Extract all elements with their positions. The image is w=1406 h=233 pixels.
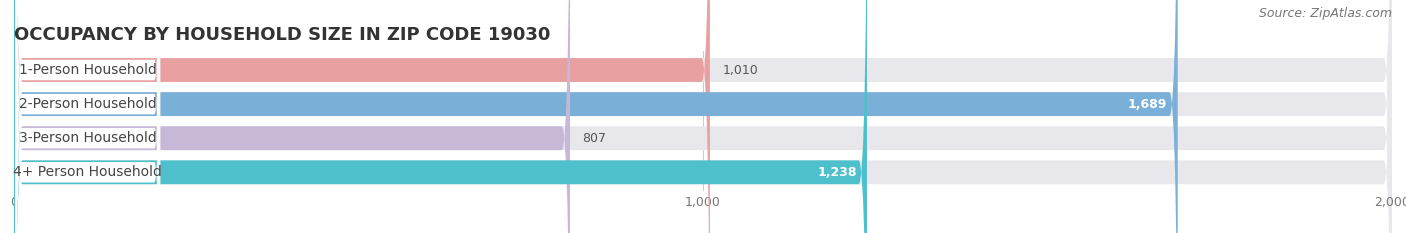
FancyBboxPatch shape — [14, 0, 569, 233]
Text: 2-Person Household: 2-Person Household — [18, 97, 156, 111]
FancyBboxPatch shape — [14, 0, 1392, 233]
FancyBboxPatch shape — [14, 0, 1392, 233]
Text: OCCUPANCY BY HOUSEHOLD SIZE IN ZIP CODE 19030: OCCUPANCY BY HOUSEHOLD SIZE IN ZIP CODE … — [14, 26, 550, 44]
FancyBboxPatch shape — [14, 0, 868, 233]
FancyBboxPatch shape — [15, 0, 160, 233]
Text: 807: 807 — [582, 132, 606, 145]
FancyBboxPatch shape — [14, 0, 1392, 233]
Text: Source: ZipAtlas.com: Source: ZipAtlas.com — [1258, 7, 1392, 20]
Text: 1-Person Household: 1-Person Household — [18, 63, 156, 77]
Text: 1,689: 1,689 — [1128, 98, 1167, 111]
FancyBboxPatch shape — [15, 0, 160, 233]
Text: 1,238: 1,238 — [817, 166, 856, 179]
Text: 4+ Person Household: 4+ Person Household — [13, 165, 162, 179]
FancyBboxPatch shape — [14, 0, 1178, 233]
FancyBboxPatch shape — [14, 0, 710, 233]
FancyBboxPatch shape — [15, 0, 160, 233]
FancyBboxPatch shape — [14, 0, 1392, 233]
FancyBboxPatch shape — [15, 0, 160, 233]
Text: 3-Person Household: 3-Person Household — [18, 131, 156, 145]
Text: 1,010: 1,010 — [723, 64, 758, 76]
